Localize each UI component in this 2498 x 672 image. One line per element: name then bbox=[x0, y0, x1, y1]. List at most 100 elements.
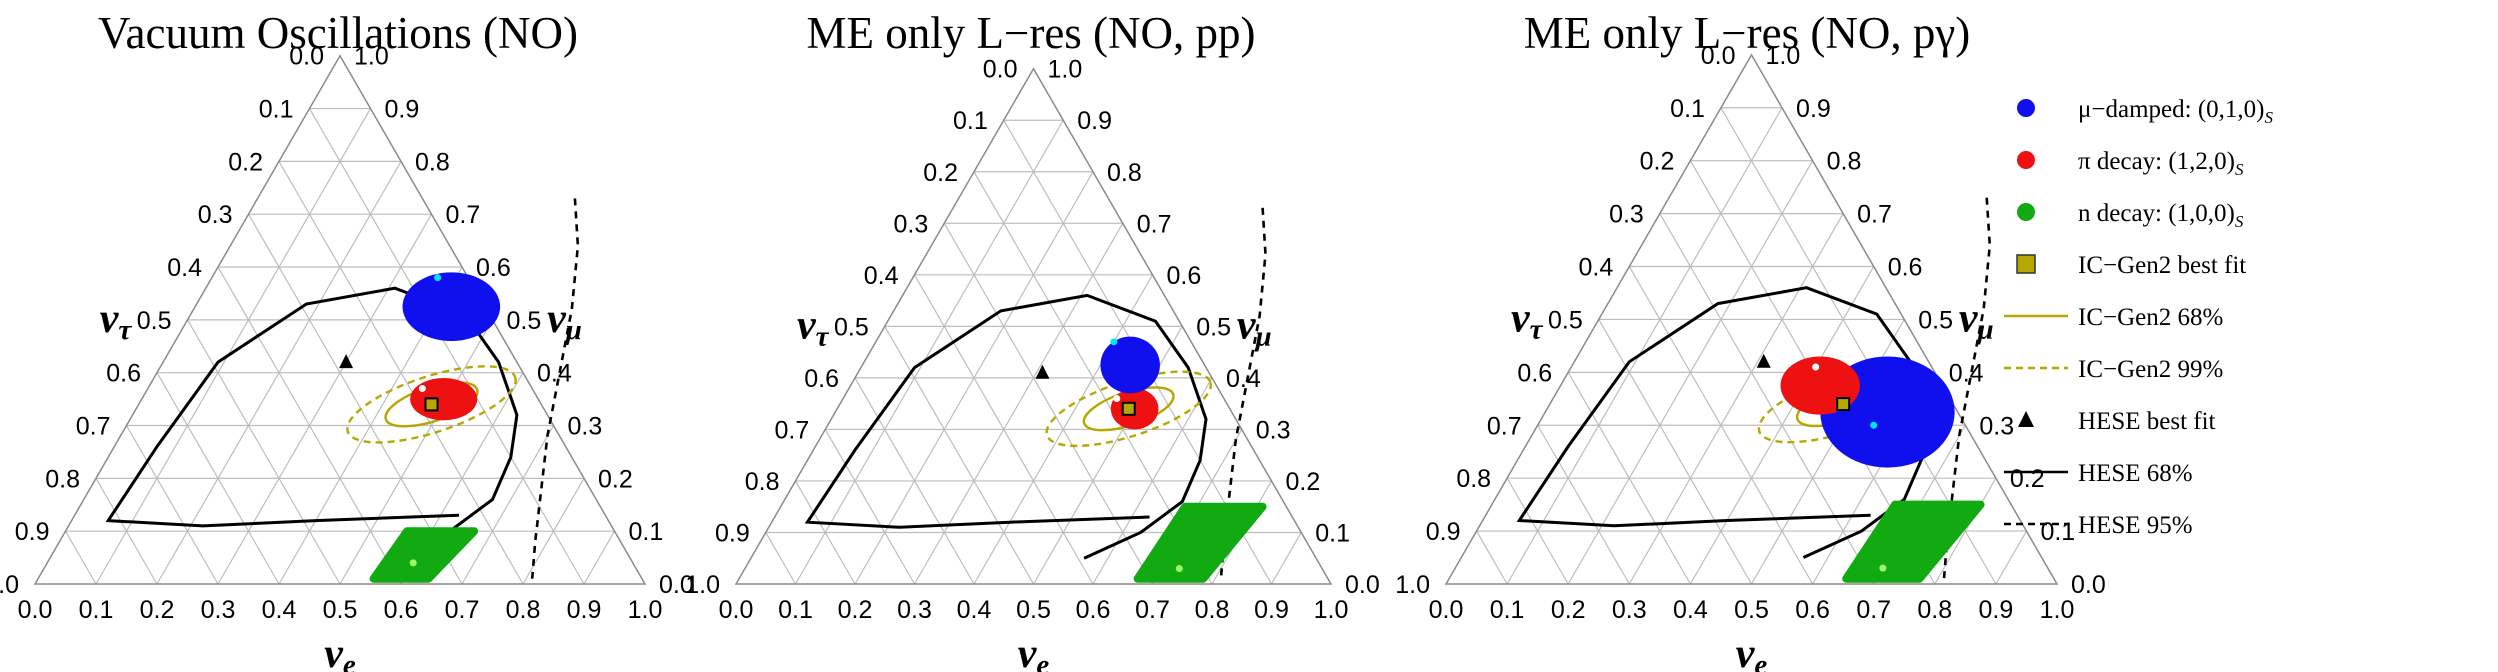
mu-damped-region-center-marker bbox=[1110, 338, 1118, 346]
grid-line-mu bbox=[913, 274, 1094, 585]
axis-label-nu-e: νe bbox=[1736, 631, 1768, 672]
legend-label: IC−Gen2 best fit bbox=[2078, 252, 2246, 279]
grid-line-mu bbox=[1506, 477, 1569, 585]
hese-95-contour bbox=[530, 198, 580, 579]
tick-label-e: 0.9 bbox=[1254, 596, 1289, 624]
axis-label-nu-mu: νμ bbox=[1959, 295, 1994, 345]
tick-label-tau: 0.2 bbox=[228, 148, 263, 176]
tick-label-mu: 0.6 bbox=[1167, 262, 1202, 290]
grid-line-mu bbox=[125, 425, 219, 585]
tick-label-tau: 1.0 bbox=[0, 571, 19, 599]
tick-label-mu: 1.0 bbox=[1048, 56, 1083, 84]
tick-label-e: 1.0 bbox=[628, 596, 663, 624]
tick-label-mu: 0.0 bbox=[659, 571, 694, 599]
grid-line-mu bbox=[1598, 319, 1753, 585]
legend-label: IC−Gen2 99% bbox=[2078, 356, 2223, 383]
tick-label-e: 0.6 bbox=[1795, 596, 1830, 624]
pi-decay-region-center-marker bbox=[1812, 363, 1820, 371]
ternary-panel-pp: ME only L−res (NO, pp)0.00.00.00.10.10.1… bbox=[685, 8, 1380, 672]
tick-label-e: 0.3 bbox=[1612, 596, 1647, 624]
grid-line-e bbox=[913, 223, 1124, 585]
grid-line-mu bbox=[765, 532, 797, 585]
grid-line-e bbox=[1506, 107, 1783, 585]
ternary-panel-pgamma: ME only L−res (NO, pγ)0.00.00.00.10.10.1… bbox=[1395, 8, 2106, 672]
grid-line-e bbox=[339, 319, 494, 585]
pi-decay-region-center-marker bbox=[418, 385, 426, 393]
grid-line-e bbox=[1270, 532, 1302, 585]
grid-line-mu bbox=[1476, 530, 1508, 585]
grid-line-mu bbox=[95, 478, 158, 585]
legend-label: μ−damped: (0,1,0)S bbox=[2078, 96, 2274, 127]
tick-label-tau: 0.7 bbox=[1487, 412, 1522, 440]
grid-line-mu bbox=[1567, 372, 1691, 585]
triangle-frame bbox=[1444, 53, 2059, 585]
grid-line-mu bbox=[278, 161, 524, 585]
tick-label-mu: 0.8 bbox=[1827, 148, 1862, 176]
tick-label-mu: 0.9 bbox=[385, 96, 420, 124]
tick-label-e: 0.9 bbox=[567, 596, 602, 624]
grid-line-e bbox=[1995, 530, 2027, 585]
tick-label-e: 0.1 bbox=[79, 596, 114, 624]
tick-label-e: 0.5 bbox=[1016, 596, 1051, 624]
tick-label-e: 0.3 bbox=[201, 596, 236, 624]
tick-label-tau: 0.2 bbox=[1640, 148, 1675, 176]
grid-line-mu bbox=[854, 377, 975, 585]
grid-line-e bbox=[794, 119, 1064, 585]
tick-label-tau: 0.8 bbox=[1456, 465, 1491, 493]
tick-label-e: 0.7 bbox=[1135, 596, 1170, 624]
n-decay-region bbox=[369, 527, 479, 583]
panel-title: ME only L−res (NO, pγ) bbox=[1524, 8, 1970, 58]
tick-label-tau: 0.3 bbox=[1609, 201, 1644, 229]
axis-label-nu-e: νe bbox=[1018, 631, 1050, 672]
tick-label-tau: 0.4 bbox=[864, 262, 899, 290]
tick-label-mu: 0.2 bbox=[2010, 465, 2045, 493]
tick-label-mu: 0.2 bbox=[598, 465, 633, 493]
tick-label-e: 0.4 bbox=[1673, 596, 1708, 624]
grid-line-mu bbox=[794, 480, 856, 585]
tick-label-mu: 0.6 bbox=[1888, 254, 1923, 282]
grid-line-e bbox=[583, 530, 616, 585]
tick-label-mu: 0.9 bbox=[1796, 95, 1831, 123]
tick-label-e: 0.6 bbox=[384, 596, 419, 624]
tick-label-mu: 0.3 bbox=[568, 413, 603, 441]
grid-line-e bbox=[461, 425, 555, 585]
legend-symbol-triangle bbox=[2018, 411, 2034, 427]
tick-label-tau: 0.7 bbox=[774, 416, 809, 444]
mu-damped-region bbox=[1100, 336, 1160, 394]
legend-symbol-square bbox=[2016, 254, 2036, 274]
tick-label-mu: 0.0 bbox=[1345, 571, 1380, 599]
hese-best-fit-marker bbox=[1035, 364, 1050, 379]
legend-label: π decay: (1,2,0)S bbox=[2078, 148, 2244, 179]
grid-line-mu bbox=[824, 429, 916, 585]
ic-gen2-99-contour bbox=[1045, 370, 1212, 448]
tick-label-tau: 0.9 bbox=[1426, 518, 1461, 546]
tick-label-tau: 0.0 bbox=[983, 56, 1018, 84]
tick-label-mu: 0.5 bbox=[1918, 306, 1953, 334]
tick-label-tau: 0.0 bbox=[289, 43, 324, 71]
grid-line-e bbox=[95, 108, 372, 585]
tick-label-e: 0.5 bbox=[323, 596, 358, 624]
tick-label-e: 0.3 bbox=[897, 596, 932, 624]
tick-label-tau: 0.8 bbox=[745, 468, 780, 496]
grid-line-mu bbox=[247, 213, 463, 585]
tick-label-mu: 0.7 bbox=[446, 201, 481, 229]
grid-line-mu bbox=[1659, 213, 1875, 585]
tick-label-mu: 0.4 bbox=[1226, 365, 1261, 393]
tick-label-mu: 0.3 bbox=[1979, 412, 2014, 440]
tick-label-e: 0.4 bbox=[262, 596, 297, 624]
tick-label-tau: 0.1 bbox=[1670, 95, 1705, 123]
mu-damped-region-center-marker bbox=[434, 274, 442, 282]
tick-label-mu: 1.0 bbox=[354, 43, 389, 71]
triangle-frame bbox=[734, 67, 1333, 585]
pi-decay-region-center-marker bbox=[1113, 394, 1121, 402]
tick-label-mu: 0.8 bbox=[415, 148, 450, 176]
ic-gen2-best-fit-marker bbox=[424, 397, 439, 412]
n-decay-region-center-marker bbox=[1879, 564, 1887, 572]
tick-label-tau: 0.6 bbox=[1517, 359, 1552, 387]
tick-label-e: 0.9 bbox=[1979, 596, 2014, 624]
tick-label-e: 0.2 bbox=[838, 596, 873, 624]
n-decay-region-center-marker bbox=[409, 559, 417, 567]
tick-label-e: 0.7 bbox=[1856, 596, 1891, 624]
tick-label-e: 1.0 bbox=[2040, 596, 2075, 624]
grid-line-mu bbox=[156, 372, 280, 585]
